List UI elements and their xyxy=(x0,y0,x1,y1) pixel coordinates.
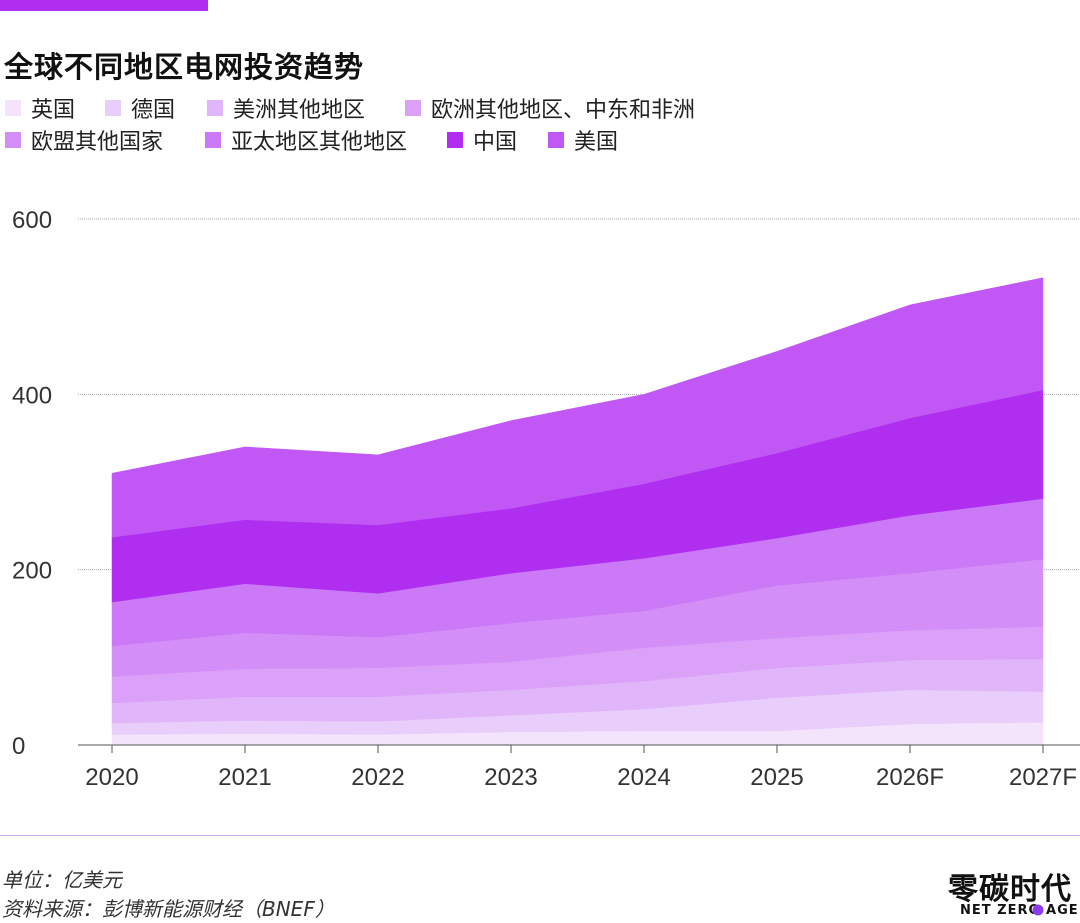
y-tick-label: 0 xyxy=(12,733,25,760)
legend-label: 欧盟其他国家 xyxy=(31,130,164,155)
legend-swatch xyxy=(207,100,223,116)
unit-note: 单位：亿美元 xyxy=(2,868,122,892)
y-tick-label: 200 xyxy=(12,558,52,585)
chart-title: 全球不同地区电网投资趋势 xyxy=(4,50,365,84)
legend-swatch xyxy=(548,132,564,148)
y-tick-label: 600 xyxy=(12,207,52,234)
logo-en: NET ZERO AGE xyxy=(960,903,1079,918)
area-series xyxy=(111,277,1044,538)
logo-cn: 零碳时代 xyxy=(948,872,1072,907)
legend-item: 德国 xyxy=(105,94,176,123)
legend-label: 英国 xyxy=(31,98,76,123)
x-tick-label: 2024 xyxy=(617,764,670,791)
x-tick-label: 2026F xyxy=(876,764,944,791)
legend-label: 美洲其他地区 xyxy=(233,98,366,123)
legend-item: 欧盟其他国家 xyxy=(5,126,164,155)
legend-item: 英国 xyxy=(5,94,76,123)
x-tick-label: 2025 xyxy=(750,764,803,791)
x-tick-label: 2023 xyxy=(484,764,537,791)
x-tick-label: 2021 xyxy=(218,764,271,791)
legend-item: 中国 xyxy=(447,126,518,155)
legend-item: 美洲其他地区 xyxy=(207,94,366,123)
legend-swatch xyxy=(5,132,21,148)
legend-label: 中国 xyxy=(473,130,518,155)
x-tick-label: 2022 xyxy=(351,764,404,791)
legend-label: 欧洲其他地区、中东和非洲 xyxy=(431,98,696,123)
legend-swatch xyxy=(205,132,221,148)
logo-dot-icon xyxy=(1032,904,1044,916)
x-tick-label: 2027F xyxy=(1009,764,1077,791)
x-tick-label: 2020 xyxy=(85,764,138,791)
legend-item: 欧洲其他地区、中东和非洲 xyxy=(405,94,696,123)
brand-accent-bar xyxy=(0,0,208,11)
legend-swatch xyxy=(5,100,21,116)
legend-label: 德国 xyxy=(131,98,176,123)
stacked-area-chart: 2020 2021 2022 2023 2024 2025 2026F 2027F 0 200 40… xyxy=(12,207,1080,791)
legend-label: 美国 xyxy=(574,130,619,155)
legend-label: 亚太地区其他地区 xyxy=(231,130,408,155)
legend-swatch xyxy=(447,132,463,148)
source-note: 资料来源：彭博新能源财经（BNEF） xyxy=(2,897,335,921)
legend-item: 美国 xyxy=(548,126,619,155)
legend-swatch xyxy=(105,100,121,116)
legend-swatch xyxy=(405,100,421,116)
legend-item: 亚太地区其他地区 xyxy=(205,126,408,155)
footer-divider xyxy=(0,835,1080,836)
y-tick-label: 400 xyxy=(12,382,52,409)
